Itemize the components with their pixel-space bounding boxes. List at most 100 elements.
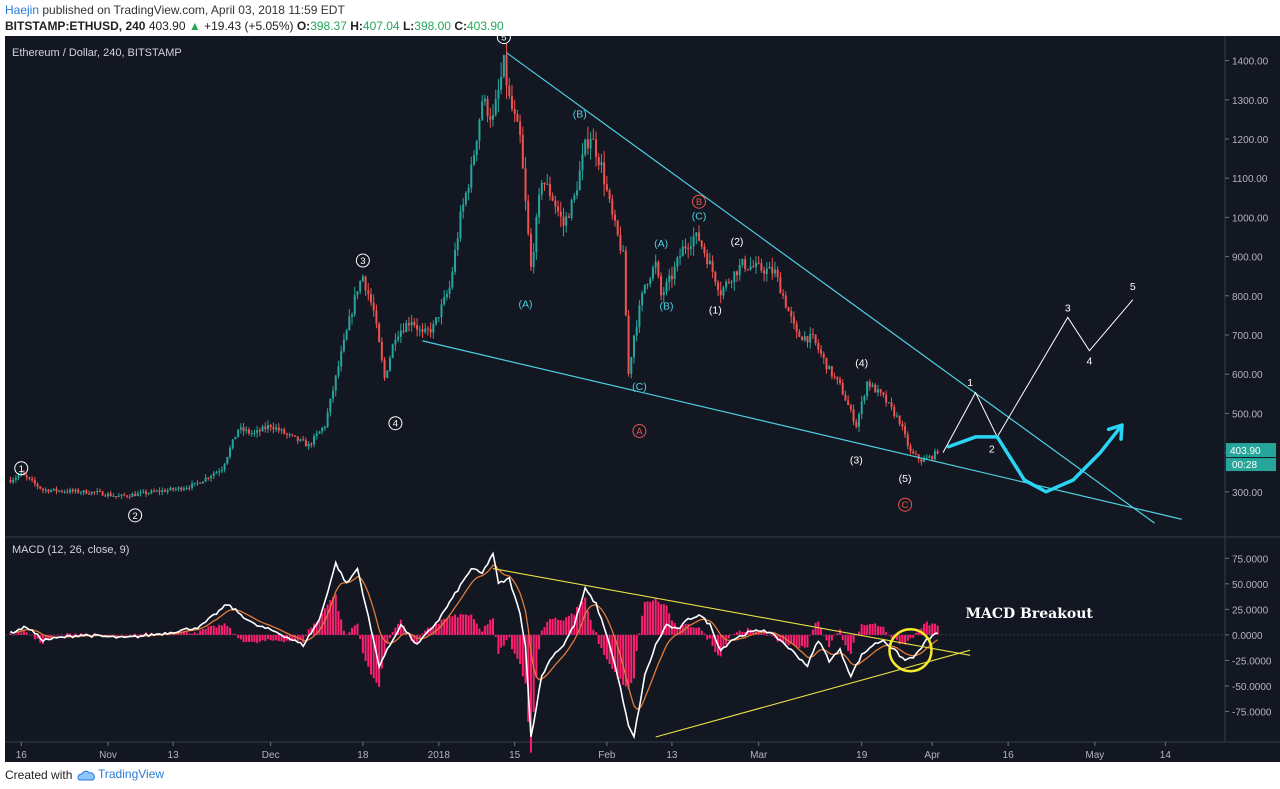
histogram-bar bbox=[388, 634, 391, 638]
wave-label: 3 bbox=[360, 256, 365, 267]
candle-body bbox=[917, 454, 920, 460]
histogram-bar bbox=[41, 634, 44, 645]
histogram-bar bbox=[890, 634, 893, 638]
candle-body bbox=[790, 311, 793, 317]
candle-body bbox=[304, 440, 307, 447]
candle-body bbox=[614, 214, 616, 221]
candle-body bbox=[79, 492, 82, 494]
candle-body bbox=[684, 246, 687, 249]
candle-body bbox=[9, 480, 12, 483]
tradingview-brand[interactable]: TradingView bbox=[98, 767, 165, 781]
candle-body bbox=[14, 477, 17, 480]
candle-body bbox=[909, 445, 912, 452]
histogram-bar bbox=[562, 620, 565, 635]
up-arrow-icon: ▲ bbox=[188, 19, 201, 33]
candle-body bbox=[820, 349, 823, 354]
histogram-bar bbox=[551, 618, 554, 635]
histogram-bar bbox=[380, 634, 383, 669]
histogram-bar bbox=[567, 615, 570, 635]
candle-body bbox=[787, 307, 790, 312]
histogram-bar bbox=[492, 618, 494, 635]
histogram-bar bbox=[830, 634, 833, 641]
histogram-bar bbox=[22, 629, 25, 635]
candle-body bbox=[730, 281, 733, 283]
macd-tick-label: 25.0000 bbox=[1232, 605, 1269, 616]
candle-body bbox=[391, 344, 394, 358]
candle-body bbox=[182, 488, 185, 491]
histogram-bar bbox=[25, 632, 28, 635]
wave-label: 4 bbox=[1087, 355, 1093, 367]
candle-body bbox=[364, 276, 367, 291]
candle-body bbox=[643, 284, 646, 294]
histogram-bar bbox=[177, 633, 180, 635]
author-link[interactable]: Haejin bbox=[5, 3, 40, 17]
price-tick-label: 800.00 bbox=[1232, 292, 1263, 303]
histogram-bar bbox=[660, 604, 663, 635]
candle-body bbox=[505, 55, 508, 86]
candle-body bbox=[811, 333, 814, 335]
histogram-bar bbox=[142, 634, 145, 635]
histogram-bar bbox=[66, 632, 69, 635]
histogram-bar bbox=[871, 624, 874, 635]
candle-body bbox=[96, 491, 99, 493]
candle-body bbox=[548, 183, 551, 196]
histogram-bar bbox=[885, 632, 888, 635]
histogram-bar bbox=[500, 634, 503, 648]
candle-body bbox=[801, 336, 804, 341]
candle-body bbox=[139, 492, 142, 494]
candle-body bbox=[310, 443, 313, 445]
histogram-bar bbox=[912, 634, 915, 638]
publish-line: Haejin published on TradingView.com, Apr… bbox=[5, 3, 345, 17]
candle-body bbox=[383, 359, 386, 378]
candle-body bbox=[185, 487, 188, 489]
histogram-bar bbox=[204, 628, 207, 635]
histogram-bar bbox=[315, 621, 318, 635]
histogram-bar bbox=[250, 634, 253, 642]
histogram-bar bbox=[554, 617, 557, 635]
histogram-bar bbox=[931, 623, 934, 635]
tradingview-logo[interactable]: TradingView bbox=[76, 767, 168, 783]
candle-body bbox=[367, 290, 370, 295]
candle-body bbox=[142, 491, 145, 493]
chart-area[interactable]: 300.00400.00500.00600.00700.00800.00900.… bbox=[5, 36, 1280, 762]
wave-label: 1 bbox=[19, 464, 24, 475]
wave-label: (A) bbox=[654, 238, 668, 250]
histogram-bar bbox=[646, 601, 649, 635]
histogram-bar bbox=[361, 634, 364, 654]
histogram-bar bbox=[302, 634, 305, 643]
macd-pane-title: MACD (12, 26, close, 9) bbox=[12, 544, 129, 556]
histogram-bar bbox=[356, 623, 359, 635]
chart-svg[interactable]: 300.00400.00500.00600.00700.00800.00900.… bbox=[5, 36, 1280, 762]
candle-body bbox=[890, 402, 893, 407]
candle-body bbox=[600, 162, 603, 166]
macd-tick-label: -75.0000 bbox=[1232, 707, 1272, 718]
histogram-bar bbox=[559, 620, 562, 635]
histogram-bar bbox=[448, 616, 451, 635]
histogram-bar bbox=[454, 614, 457, 635]
histogram-bar bbox=[529, 634, 532, 753]
candle-body bbox=[60, 490, 63, 492]
candle-body bbox=[44, 489, 47, 491]
histogram-bar bbox=[128, 634, 131, 635]
histogram-bar bbox=[74, 633, 77, 635]
candle-body bbox=[925, 457, 928, 459]
candle-body bbox=[839, 379, 842, 384]
histogram-bar bbox=[849, 634, 852, 654]
candle-body bbox=[437, 317, 440, 319]
candle-body bbox=[754, 262, 757, 267]
histogram-bar bbox=[692, 627, 695, 635]
macd-tick-label: -50.0000 bbox=[1232, 682, 1272, 693]
histogram-bar bbox=[462, 614, 465, 635]
candle-body bbox=[294, 435, 297, 437]
wave-label: (C) bbox=[692, 210, 707, 222]
candle-body bbox=[700, 240, 703, 247]
histogram-bar bbox=[242, 634, 245, 643]
histogram-bar bbox=[765, 634, 768, 636]
candle-body bbox=[212, 473, 215, 477]
cyan-projection-curve bbox=[946, 423, 1124, 494]
candle-body bbox=[546, 183, 549, 185]
time-tick-label: 14 bbox=[1160, 750, 1172, 761]
macd-tick-label: -25.0000 bbox=[1232, 656, 1272, 667]
histogram-bar bbox=[112, 634, 115, 636]
candle-body bbox=[508, 85, 511, 96]
